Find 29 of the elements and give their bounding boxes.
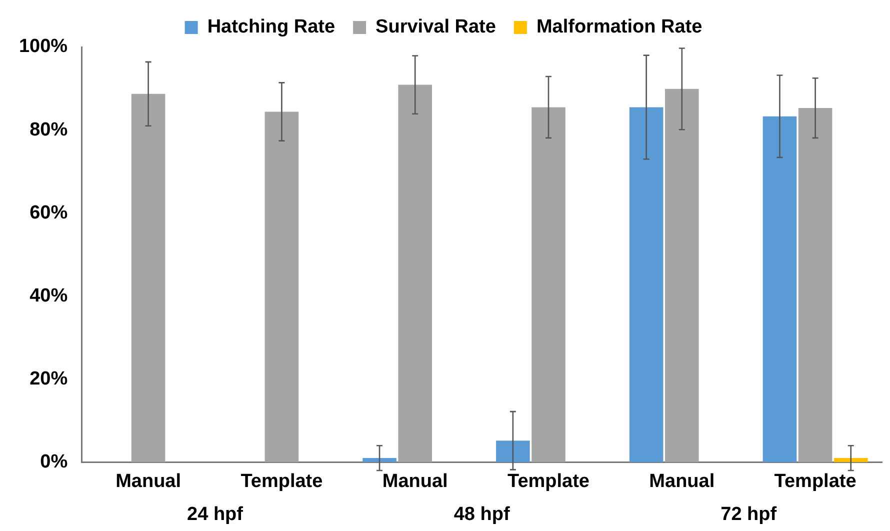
x-tick-label: Template (774, 470, 856, 492)
bar (629, 107, 664, 462)
bar (264, 112, 299, 462)
text: 48 hpf (454, 504, 510, 526)
x-tick-label: Manual (116, 470, 182, 492)
legend-label: Malformation Rate (536, 16, 702, 38)
y-tick-label: 80% (30, 119, 68, 140)
text: 72 hpf (720, 504, 778, 526)
x-tick-label: Manual (649, 470, 715, 492)
bar (398, 84, 432, 462)
bar (362, 458, 396, 462)
bar (131, 94, 166, 462)
y-tick-label: 100% (18, 36, 68, 58)
legend-label: Survival Rate (376, 16, 496, 38)
x-tick-label: Template (240, 470, 323, 492)
y-tick-label: 0% (40, 451, 68, 472)
text: 24 hpf (187, 504, 244, 526)
bar (665, 88, 699, 462)
y-tick-label: 40% (30, 285, 68, 306)
bar (834, 458, 868, 462)
bar (532, 107, 566, 462)
y-tick-label: 20% (30, 368, 68, 390)
y-tick-label: 60% (30, 202, 68, 224)
x-tick-label: Template (507, 470, 590, 492)
bar (496, 440, 530, 462)
legend-label: Hatching Rate (207, 16, 336, 38)
bar (762, 116, 797, 462)
bar (798, 108, 832, 462)
x-tick-label: Manual (382, 470, 448, 492)
